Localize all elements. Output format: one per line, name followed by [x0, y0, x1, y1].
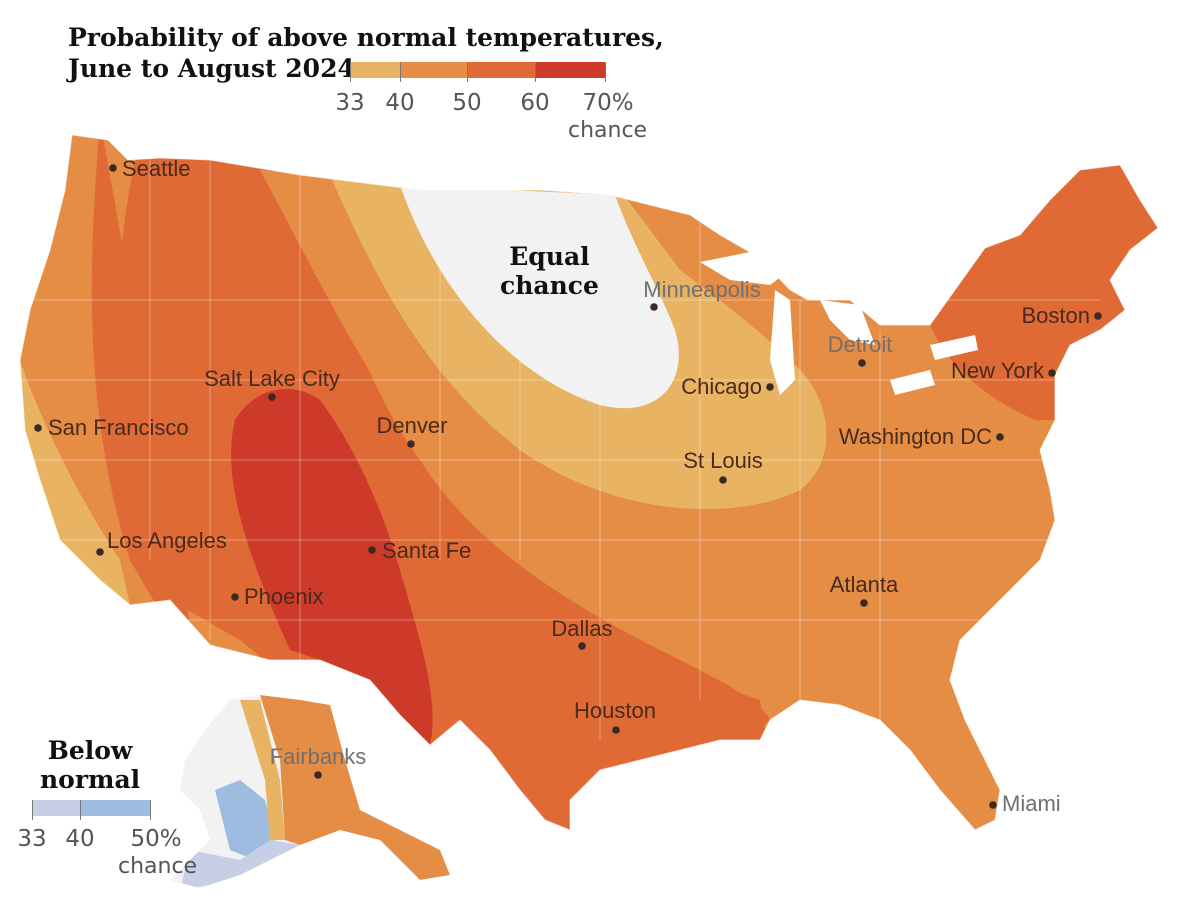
- city-phoenix: Phoenix: [231, 584, 324, 609]
- city-boston: Boston: [1022, 303, 1102, 328]
- city-dot-phoenix: [231, 593, 239, 601]
- city-label-washington-dc: Washington DC: [839, 424, 992, 449]
- city-dallas: Dallas: [551, 616, 613, 650]
- above-normal-legend: 33 40 50 60 70% chance: [335, 62, 650, 152]
- city-label-atlanta: Atlanta: [830, 572, 899, 597]
- city-dot-seattle: [109, 164, 117, 172]
- city-label-new-york: New York: [951, 358, 1045, 383]
- city-los-angeles: Los Angeles: [96, 528, 227, 556]
- below-normal-title: Below normal: [40, 736, 140, 794]
- city-dot-atlanta: [860, 599, 868, 607]
- below-title-line-1: Below: [47, 736, 133, 765]
- great-lakes: [700, 250, 978, 395]
- city-minneapolis: Minneapolis: [643, 277, 761, 311]
- legend-swatch-33-40: [350, 62, 400, 78]
- map-title: Probability of above normal temperatures…: [68, 22, 668, 84]
- city-dot-denver: [407, 440, 415, 448]
- legend-label-70: 70%: [582, 90, 634, 116]
- city-dot-detroit: [858, 359, 866, 367]
- city-miami: Miami: [989, 791, 1061, 816]
- city-houston: Houston: [574, 698, 656, 734]
- legend-tick: [605, 62, 606, 82]
- city-dot-boston: [1094, 312, 1102, 320]
- city-new-york: New York: [951, 358, 1056, 383]
- city-label-boston: Boston: [1022, 303, 1091, 328]
- city-denver: Denver: [377, 413, 448, 448]
- equal-chance-line-2: chance: [500, 271, 599, 300]
- city-st-louis: St Louis: [683, 448, 763, 484]
- city-dot-new-york: [1048, 369, 1056, 377]
- city-chicago: Chicago: [681, 374, 774, 399]
- legend-label-33: 33: [335, 90, 365, 116]
- city-label-salt-lake-city: Salt Lake City: [204, 366, 340, 391]
- below-legend-label-33: 33: [17, 826, 47, 852]
- legend-tick: [150, 800, 151, 820]
- title-line-1: Probability of above normal temperatures…: [68, 23, 664, 52]
- equal-chance-line-1: Equal: [509, 242, 590, 271]
- city-label-seattle: Seattle: [122, 156, 191, 181]
- city-label-denver: Denver: [377, 413, 448, 438]
- city-washington-dc: Washington DC: [839, 424, 1004, 449]
- legend-unit: chance: [568, 118, 648, 143]
- legend-label-40: 40: [385, 90, 415, 116]
- below-legend-label-40: 40: [65, 826, 95, 852]
- legend-swatch-below-40-50: [80, 800, 150, 816]
- legend-swatch-40-50: [400, 62, 467, 78]
- legend-swatch-60-70: [535, 62, 605, 78]
- city-markers: Seattle San Francisco Los Angeles Phoenix Sa…: [34, 156, 1102, 816]
- legend-tick: [350, 62, 351, 82]
- below-normal-legend: 33 40 50% chance: [17, 800, 232, 890]
- contiguous-us: [20, 135, 1158, 830]
- city-label-chicago: Chicago: [681, 374, 762, 399]
- city-dot-st-louis: [719, 476, 727, 484]
- below-legend-label-50: 50%: [130, 826, 182, 852]
- city-dot-los-angeles: [96, 548, 104, 556]
- city-seattle: Seattle: [109, 156, 191, 181]
- city-dot-chicago: [766, 383, 774, 391]
- legend-swatch-50-60: [467, 62, 535, 78]
- city-label-san-francisco: San Francisco: [48, 415, 189, 440]
- city-label-dallas: Dallas: [551, 616, 612, 641]
- legend-tick: [467, 62, 468, 82]
- city-label-santa-fe: Santa Fe: [382, 538, 471, 563]
- city-label-st-louis: St Louis: [683, 448, 763, 473]
- city-dot-minneapolis: [650, 303, 658, 311]
- city-dot-houston: [612, 726, 620, 734]
- city-label-detroit: Detroit: [828, 332, 893, 357]
- legend-label-60: 60: [520, 90, 550, 116]
- city-dot-dallas: [578, 642, 586, 650]
- below-legend-unit: chance: [118, 854, 198, 879]
- title-line-2: June to August 2024: [68, 54, 355, 83]
- city-dot-salt-lake-city: [268, 393, 276, 401]
- city-fairbanks: Fairbanks: [270, 744, 367, 779]
- legend-tick: [400, 62, 401, 82]
- city-label-phoenix: Phoenix: [244, 584, 324, 609]
- city-label-minneapolis: Minneapolis: [643, 277, 760, 302]
- city-label-los-angeles: Los Angeles: [107, 528, 227, 553]
- city-label-fairbanks: Fairbanks: [270, 744, 367, 769]
- equal-chance-label: Equal chance: [500, 242, 599, 300]
- city-dot-santa-fe: [368, 546, 376, 554]
- city-dot-fairbanks: [314, 771, 322, 779]
- city-atlanta: Atlanta: [830, 572, 899, 607]
- city-dot-washington-dc: [996, 433, 1004, 441]
- city-dot-miami: [989, 801, 997, 809]
- city-salt-lake-city: Salt Lake City: [204, 366, 340, 401]
- city-label-miami: Miami: [1002, 791, 1061, 816]
- city-label-houston: Houston: [574, 698, 656, 723]
- city-santa-fe: Santa Fe: [368, 538, 471, 563]
- city-dot-san-francisco: [34, 424, 42, 432]
- legend-label-50: 50: [452, 90, 482, 116]
- legend-tick: [80, 800, 81, 820]
- legend-tick: [535, 62, 536, 82]
- legend-swatch-below-33-40: [32, 800, 80, 816]
- legend-tick: [32, 800, 33, 820]
- city-san-francisco: San Francisco: [34, 415, 189, 440]
- city-detroit: Detroit: [828, 332, 893, 367]
- below-title-line-2: normal: [40, 765, 141, 794]
